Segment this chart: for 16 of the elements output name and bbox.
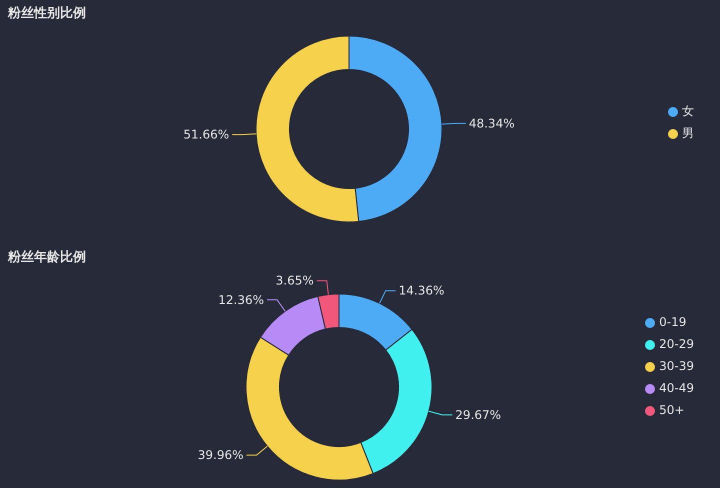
- legend-label: 50+: [659, 403, 684, 417]
- text: 粉丝年龄比例: [8, 249, 86, 266]
- data-label: 14.36%: [398, 284, 444, 298]
- data-label: 39.96%: [198, 448, 244, 462]
- legend-label: 30-39: [659, 359, 694, 373]
- data-label: 29.67%: [455, 408, 502, 422]
- data-label: 48.34%: [468, 116, 515, 130]
- data-label: 51.66%: [183, 128, 230, 142]
- text: 粉丝性别比例: [8, 5, 86, 22]
- legend-label: 男: [682, 126, 694, 140]
- data-label: 3.65%: [276, 274, 314, 288]
- legend-label: 女: [682, 104, 694, 118]
- data-label: 12.36%: [218, 292, 264, 307]
- legend-label: 40-49: [659, 381, 694, 395]
- legend-label: 0-19: [659, 315, 686, 329]
- legend-label: 20-29: [659, 337, 694, 351]
